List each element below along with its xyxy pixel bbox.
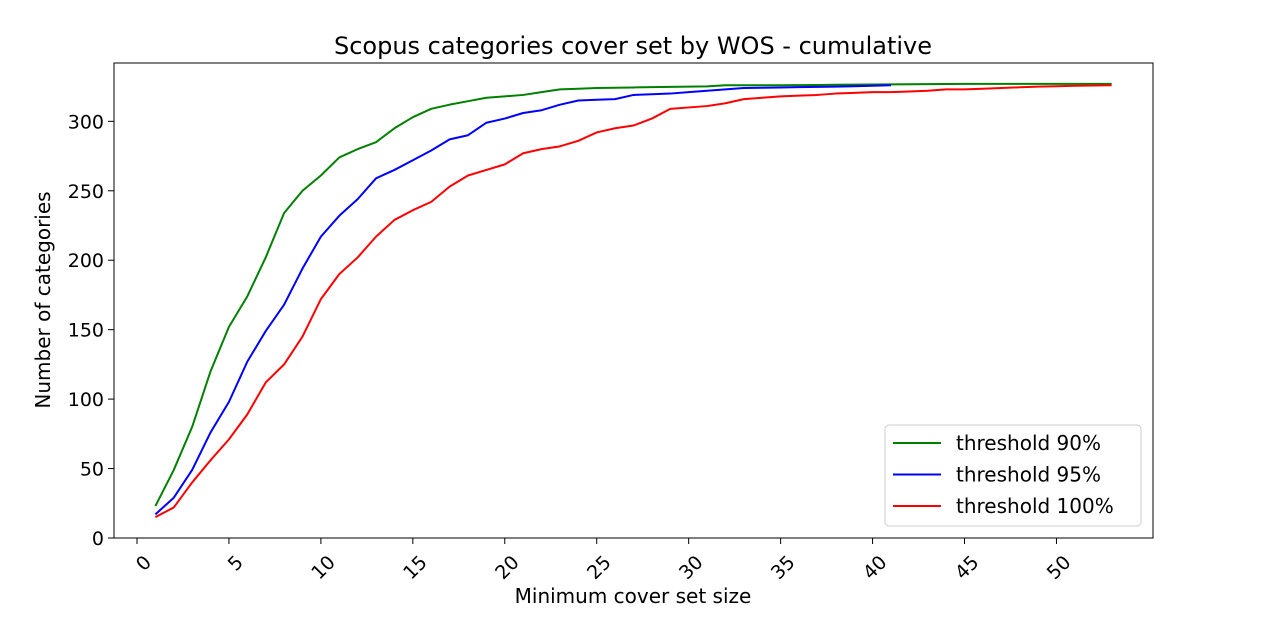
x-tick-label: 30 bbox=[675, 551, 708, 584]
chart-title: Scopus categories cover set by WOS - cum… bbox=[334, 32, 932, 60]
legend-label-2: threshold 95% bbox=[956, 463, 1101, 487]
x-tick-label: 20 bbox=[491, 551, 524, 584]
y-tick-label: 200 bbox=[68, 250, 104, 272]
legend-label-3: threshold 100% bbox=[956, 494, 1114, 518]
y-tick-label: 300 bbox=[68, 111, 104, 133]
x-tick-label: 25 bbox=[583, 551, 616, 584]
y-tick-label: 0 bbox=[92, 528, 104, 550]
legend: threshold 90% threshold 95% threshold 100% bbox=[884, 424, 1142, 527]
x-axis: 0 5 10 15 20 25 30 35 40 45 50 bbox=[132, 538, 1076, 584]
series-line-3 bbox=[154, 84, 1112, 519]
x-tick-label: 45 bbox=[951, 551, 984, 584]
x-tick-label: 40 bbox=[859, 551, 892, 584]
y-tick-label: 50 bbox=[80, 459, 104, 481]
series-line-1 bbox=[154, 82, 1112, 507]
x-tick-label: 35 bbox=[767, 551, 800, 584]
x-tick-label: 0 bbox=[132, 551, 156, 575]
x-tick-label: 10 bbox=[307, 551, 340, 584]
x-axis-title: Minimum cover set size bbox=[515, 584, 752, 608]
y-tick-label: 250 bbox=[68, 181, 104, 203]
x-tick-label: 50 bbox=[1043, 551, 1076, 584]
x-tick-label: 15 bbox=[399, 551, 432, 584]
y-axis: 0 50 100 150 200 250 300 bbox=[68, 111, 114, 550]
y-tick-label: 100 bbox=[68, 389, 104, 411]
series-line-2 bbox=[154, 84, 891, 516]
legend-label-1: threshold 90% bbox=[956, 431, 1101, 455]
y-tick-label: 150 bbox=[68, 320, 104, 342]
legend-box bbox=[884, 424, 1142, 527]
x-tick-label: 5 bbox=[224, 551, 248, 575]
y-axis-title: Number of categories bbox=[31, 191, 55, 408]
plot-frame bbox=[113, 62, 1154, 539]
plot-area bbox=[154, 82, 1112, 519]
